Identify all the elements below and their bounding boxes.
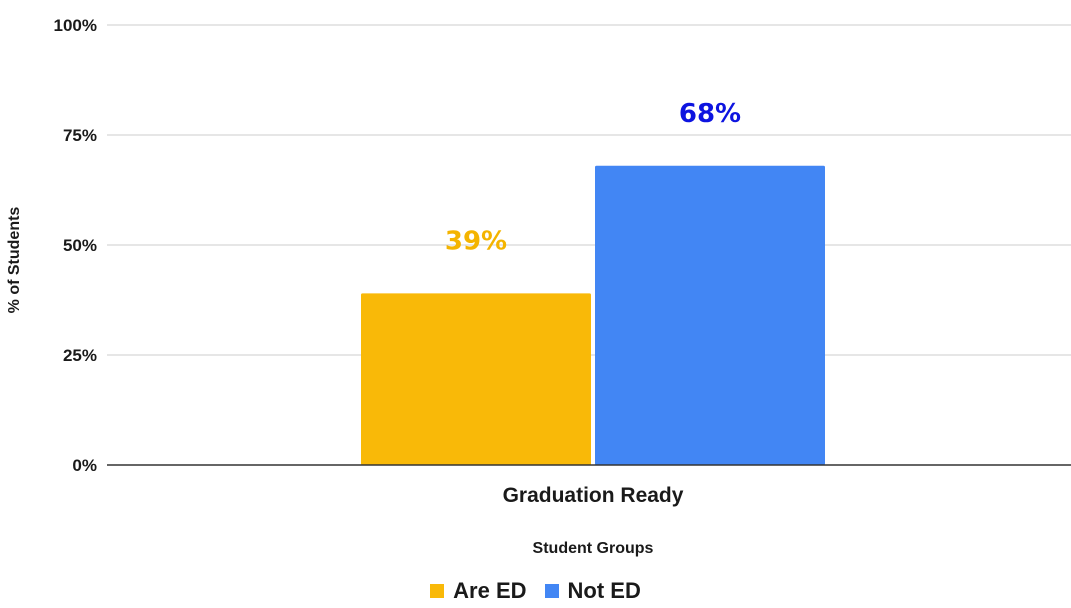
y-tick-label: 0% bbox=[72, 456, 97, 475]
y-tick-label: 100% bbox=[54, 16, 97, 35]
x-category-label: Graduation Ready bbox=[503, 484, 684, 507]
y-axis-title: % of Students bbox=[6, 207, 23, 314]
legend-label: Not ED bbox=[567, 578, 641, 603]
bar-are-ed[interactable] bbox=[361, 293, 591, 465]
data-label: 68% bbox=[679, 99, 741, 129]
chart: 0%25%50%75%100% 39%68% Graduation Ready … bbox=[6, 16, 1071, 557]
data-labels: 39% 68% bbox=[445, 99, 741, 257]
bars bbox=[361, 165, 825, 466]
y-tick-labels: 0% 25% 50% 75% 100% bbox=[54, 16, 97, 475]
legend-item-are-ed[interactable]: Are ED bbox=[430, 578, 527, 604]
y-tick-label: 25% bbox=[63, 346, 97, 365]
data-label: 39% bbox=[445, 226, 507, 256]
bar-not-ed[interactable] bbox=[595, 165, 825, 466]
x-axis-title: Student Groups bbox=[533, 540, 654, 557]
y-tick-label: 75% bbox=[63, 126, 97, 145]
legend-item-not-ed[interactable]: Not ED bbox=[544, 578, 641, 604]
legend-label: Are ED bbox=[453, 578, 527, 603]
y-tick-label: 50% bbox=[63, 236, 97, 255]
legend-swatch bbox=[544, 584, 559, 598]
legend-swatch bbox=[430, 584, 445, 598]
legend: Are ED Not ED bbox=[0, 578, 1071, 604]
